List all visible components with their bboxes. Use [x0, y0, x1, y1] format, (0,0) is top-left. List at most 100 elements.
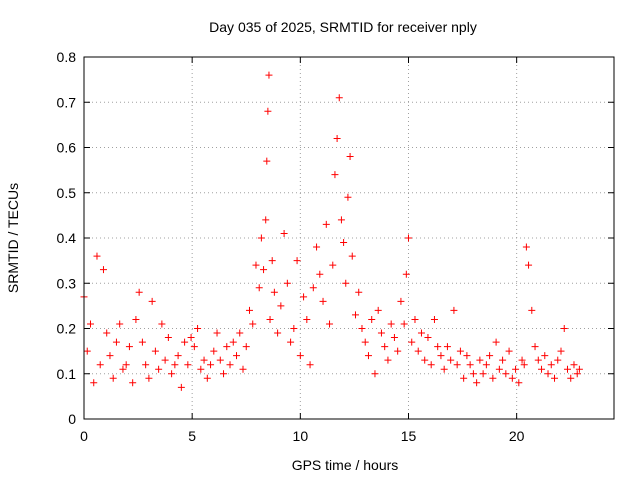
data-point — [290, 325, 298, 332]
data-point — [547, 361, 555, 369]
data-point — [411, 315, 419, 323]
data-point — [90, 379, 98, 387]
data-point — [274, 329, 282, 337]
data-point — [505, 347, 513, 355]
data-point — [414, 347, 422, 355]
data-point — [346, 153, 354, 161]
data-point — [99, 266, 107, 274]
data-point — [402, 270, 410, 278]
data-point — [531, 343, 539, 351]
data-point — [404, 234, 412, 242]
data-point — [148, 297, 156, 305]
y-tick-label: 0.7 — [57, 94, 77, 110]
data-point — [171, 361, 179, 369]
data-point — [223, 343, 231, 351]
data-point — [544, 370, 552, 378]
data-point — [138, 338, 146, 346]
data-point — [408, 338, 416, 346]
data-point — [326, 320, 334, 328]
data-point — [344, 193, 352, 201]
y-tick-label: 0.5 — [57, 185, 77, 201]
data-point — [489, 374, 497, 382]
data-point — [384, 356, 392, 364]
data-point — [300, 293, 308, 301]
data-point — [563, 365, 571, 373]
y-tick-label: 0.3 — [57, 275, 77, 291]
data-point — [112, 338, 120, 346]
x-tick-label: 20 — [509, 428, 525, 444]
data-point — [207, 361, 215, 369]
data-point — [515, 379, 523, 387]
data-point — [560, 325, 568, 332]
y-tick-label: 0.1 — [57, 366, 77, 382]
x-tick-label: 0 — [80, 428, 88, 444]
data-point — [557, 347, 565, 355]
y-tick-label: 0.6 — [57, 140, 77, 156]
data-point — [109, 374, 117, 382]
data-point — [570, 361, 578, 369]
data-point — [387, 320, 395, 328]
data-point — [245, 306, 253, 314]
data-point — [264, 107, 272, 115]
chart-title: Day 035 of 2025, SRMTID for receiver npl… — [209, 19, 477, 35]
data-point — [155, 365, 163, 373]
data-point — [463, 352, 471, 360]
data-point — [394, 347, 402, 355]
data-point — [296, 352, 304, 360]
data-point — [440, 365, 448, 373]
data-point — [280, 229, 288, 237]
data-point — [119, 365, 127, 373]
data-point — [86, 320, 94, 328]
data-point — [239, 365, 247, 373]
data-point — [306, 361, 314, 369]
data-point — [518, 356, 526, 364]
x-tick-label: 10 — [293, 428, 309, 444]
y-tick-label: 0 — [68, 411, 76, 427]
data-point — [96, 361, 104, 369]
data-point — [541, 352, 549, 360]
data-point — [355, 288, 363, 296]
data-point — [187, 334, 195, 342]
data-point — [313, 243, 321, 251]
axis-ticks — [83, 56, 614, 420]
data-point — [210, 347, 218, 355]
data-point — [194, 325, 202, 332]
data-point — [265, 71, 273, 79]
data-point — [216, 356, 224, 364]
data-point — [421, 356, 429, 364]
data-point — [479, 370, 487, 378]
y-axis-label: SRMTID / TECUs — [5, 183, 21, 293]
data-point — [512, 365, 520, 373]
data-point — [151, 347, 159, 355]
data-point — [567, 374, 575, 382]
data-point — [277, 302, 285, 310]
data-point — [538, 365, 546, 373]
data-point — [242, 343, 250, 351]
data-point — [132, 315, 140, 323]
data-point — [508, 374, 516, 382]
x-axis-label: GPS time / hours — [292, 457, 399, 473]
data-point — [125, 343, 133, 351]
data-point — [495, 365, 503, 373]
data-point — [83, 347, 91, 355]
data-point — [390, 334, 398, 342]
data-point — [303, 315, 311, 323]
data-point — [257, 234, 265, 242]
y-tick-label: 0.4 — [57, 230, 77, 246]
data-point — [329, 261, 337, 269]
data-point — [522, 243, 530, 251]
data-point — [229, 338, 237, 346]
data-point — [453, 361, 461, 369]
data-point — [260, 266, 268, 274]
data-point — [122, 361, 130, 369]
data-point — [287, 338, 295, 346]
data-point — [174, 352, 182, 360]
data-point — [283, 279, 291, 287]
data-point — [450, 306, 458, 314]
data-point — [309, 284, 317, 292]
data-point — [417, 329, 425, 337]
data-point — [381, 343, 389, 351]
data-point — [106, 352, 114, 360]
data-point — [443, 343, 451, 351]
